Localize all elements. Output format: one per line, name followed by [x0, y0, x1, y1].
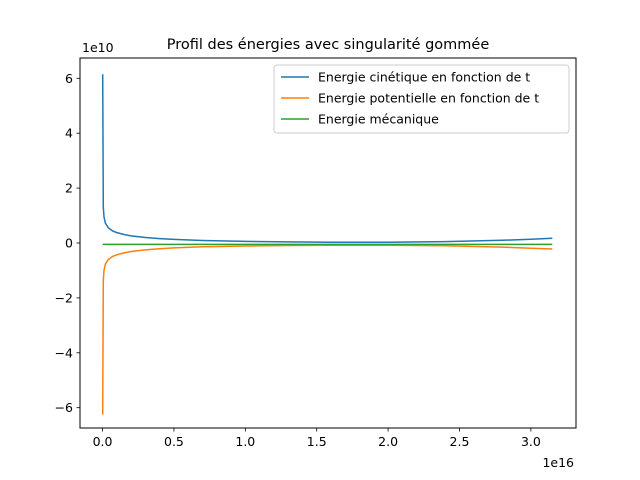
- y-tick-label: −6: [55, 400, 73, 415]
- y-offset-label: 1e10: [82, 40, 114, 55]
- plot-frame: [79, 57, 577, 429]
- legend-label-1: Energie potentielle en fonction de t: [318, 91, 539, 106]
- chart-title: Profil des énergies avec singularité gom…: [167, 37, 490, 53]
- x-tick-label: 2.5: [450, 434, 470, 449]
- x-tick-label: 0.5: [164, 434, 184, 449]
- y-tick-label: −2: [55, 290, 73, 305]
- legend-label-2: Energie mécanique: [318, 112, 439, 127]
- tick-layer: 0.0 0.5 1.0 1.5 2.0 2.5 3.0 −6 −4 −2 0 2 4 6: [55, 71, 541, 449]
- x-tick-label: 0.0: [93, 434, 113, 449]
- series-line-1: [101, 244, 553, 415]
- x-tick-label: 1.5: [307, 434, 327, 449]
- series-layer: [101, 74, 553, 415]
- y-tick-label: 4: [65, 126, 73, 141]
- x-tick-label: 3.0: [521, 434, 541, 449]
- legend-box: [273, 64, 570, 134]
- x-offset-label: 1e16: [542, 455, 574, 470]
- legend: Energie cinétique en fonction de t Energi…: [273, 64, 570, 134]
- y-tick-label: −4: [55, 345, 73, 360]
- y-tick-label: 6: [65, 71, 73, 86]
- series-line-0: [101, 74, 553, 243]
- y-tick-label: 0: [65, 236, 73, 251]
- y-tick-label: 2: [65, 181, 73, 196]
- legend-items: Energie cinétique en fonction de t Energi…: [281, 70, 539, 127]
- legend-label-0: Energie cinétique en fonction de t: [318, 70, 530, 85]
- x-tick-label: 2.0: [378, 434, 398, 449]
- x-tick-label: 1.0: [235, 434, 255, 449]
